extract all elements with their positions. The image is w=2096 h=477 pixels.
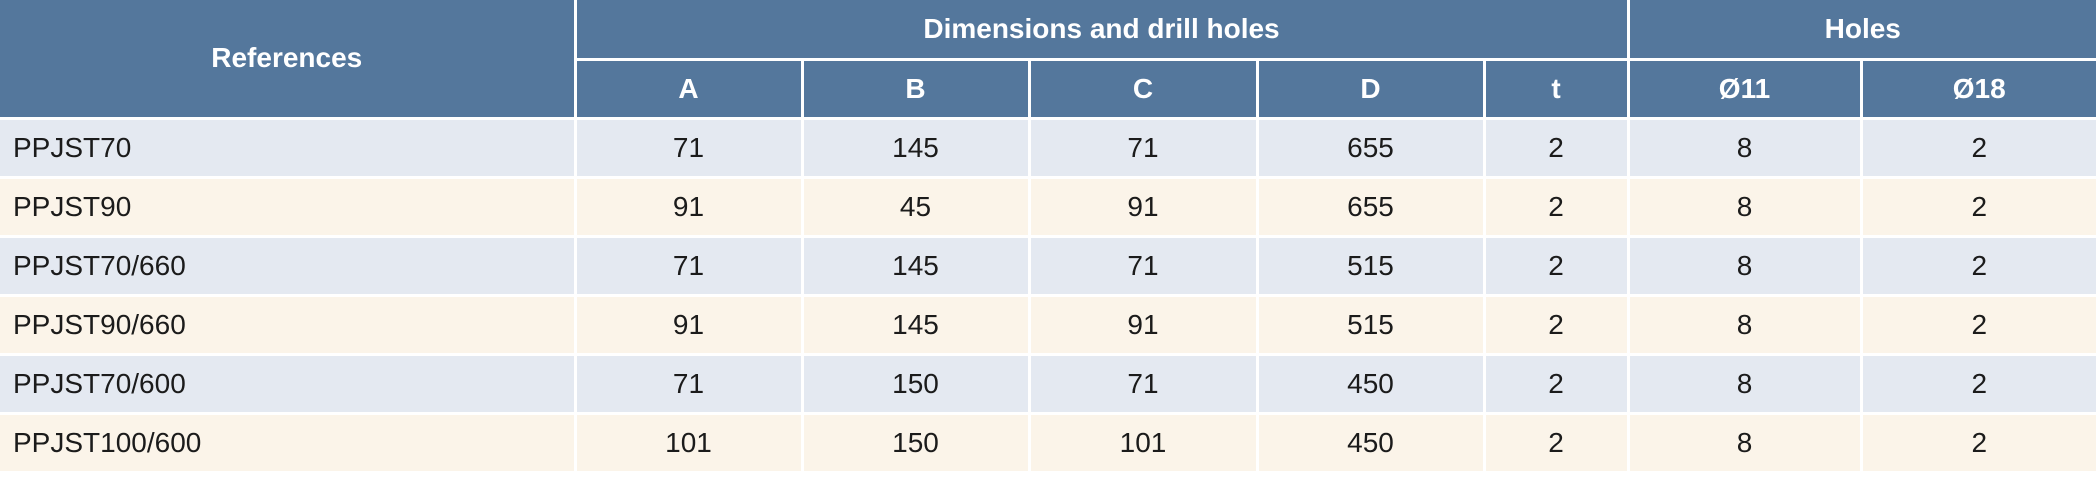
- cell-value-d18: 2: [1859, 411, 2096, 474]
- cell-value-d18: 2: [1859, 293, 2096, 356]
- cell-value-a: 71: [573, 352, 804, 415]
- cell-value-b: 145: [800, 234, 1031, 297]
- cell-value-d18: 2: [1859, 175, 2096, 238]
- table-row: PPJST90/660 91 145 91 515 2 8 2: [0, 293, 2096, 356]
- cell-value-c: 91: [1027, 175, 1259, 238]
- cell-value-a: 71: [573, 234, 804, 297]
- cell-value-d18: 2: [1859, 352, 2096, 415]
- cell-value-d: 450: [1255, 352, 1486, 415]
- column-header-references: References: [0, 0, 577, 120]
- column-group-dimensions: Dimensions and drill holes: [573, 0, 1630, 61]
- cell-value-a: 71: [573, 116, 804, 179]
- cell-value-t: 2: [1482, 293, 1630, 356]
- cell-value-d11: 8: [1626, 116, 1863, 179]
- cell-value-b: 45: [800, 175, 1031, 238]
- cell-value-d11: 8: [1626, 175, 1863, 238]
- table-row: PPJST100/600 101 150 101 450 2 8 2: [0, 411, 2096, 474]
- column-header-diameter-18: Ø18: [1859, 57, 2096, 120]
- cell-value-t: 2: [1482, 352, 1630, 415]
- cell-value-b: 150: [800, 352, 1031, 415]
- cell-value-t: 2: [1482, 116, 1630, 179]
- cell-value-d11: 8: [1626, 293, 1863, 356]
- cell-value-c: 91: [1027, 293, 1259, 356]
- column-header-t: t: [1482, 57, 1630, 120]
- table-row: PPJST90 91 45 91 655 2 8 2: [0, 175, 2096, 238]
- column-header-d: D: [1255, 57, 1486, 120]
- cell-value-c: 71: [1027, 234, 1259, 297]
- cell-value-b: 145: [800, 293, 1031, 356]
- cell-reference: PPJST90/660: [0, 293, 577, 356]
- column-header-b: B: [800, 57, 1031, 120]
- column-header-diameter-11: Ø11: [1626, 57, 1863, 120]
- cell-value-d: 515: [1255, 293, 1486, 356]
- cell-reference: PPJST100/600: [0, 411, 577, 474]
- column-header-c: C: [1027, 57, 1259, 120]
- cell-value-b: 145: [800, 116, 1031, 179]
- table-row: PPJST70/600 71 150 71 450 2 8 2: [0, 352, 2096, 415]
- cell-reference: PPJST70: [0, 116, 577, 179]
- cell-value-d18: 2: [1859, 116, 2096, 179]
- cell-reference: PPJST70/600: [0, 352, 577, 415]
- cell-value-t: 2: [1482, 411, 1630, 474]
- cell-value-d11: 8: [1626, 234, 1863, 297]
- cell-value-a: 101: [573, 411, 804, 474]
- cell-value-t: 2: [1482, 175, 1630, 238]
- cell-value-d: 515: [1255, 234, 1486, 297]
- cell-value-t: 2: [1482, 234, 1630, 297]
- column-header-a: A: [575, 57, 804, 120]
- cell-value-a: 91: [573, 175, 804, 238]
- cell-value-c: 71: [1027, 352, 1259, 415]
- cell-value-d: 655: [1255, 116, 1486, 179]
- cell-value-d11: 8: [1626, 352, 1863, 415]
- table-row: PPJST70/660 71 145 71 515 2 8 2: [0, 234, 2096, 297]
- table-row: PPJST70 71 145 71 655 2 8 2: [0, 116, 2096, 179]
- cell-value-a: 91: [573, 293, 804, 356]
- cell-value-d: 450: [1255, 411, 1486, 474]
- cell-value-c: 101: [1027, 411, 1259, 474]
- column-group-holes: Holes: [1626, 0, 2096, 61]
- table-header: References Dimensions and drill holes Ho…: [0, 0, 2096, 120]
- cell-value-c: 71: [1027, 116, 1259, 179]
- cell-reference: PPJST70/660: [0, 234, 577, 297]
- cell-value-b: 150: [800, 411, 1031, 474]
- table-body: PPJST70 71 145 71 655 2 8 2 PPJST90 91 4…: [0, 116, 2096, 474]
- cell-value-d: 655: [1255, 175, 1486, 238]
- cell-value-d18: 2: [1859, 234, 2096, 297]
- cell-value-d11: 8: [1626, 411, 1863, 474]
- cell-reference: PPJST90: [0, 175, 577, 238]
